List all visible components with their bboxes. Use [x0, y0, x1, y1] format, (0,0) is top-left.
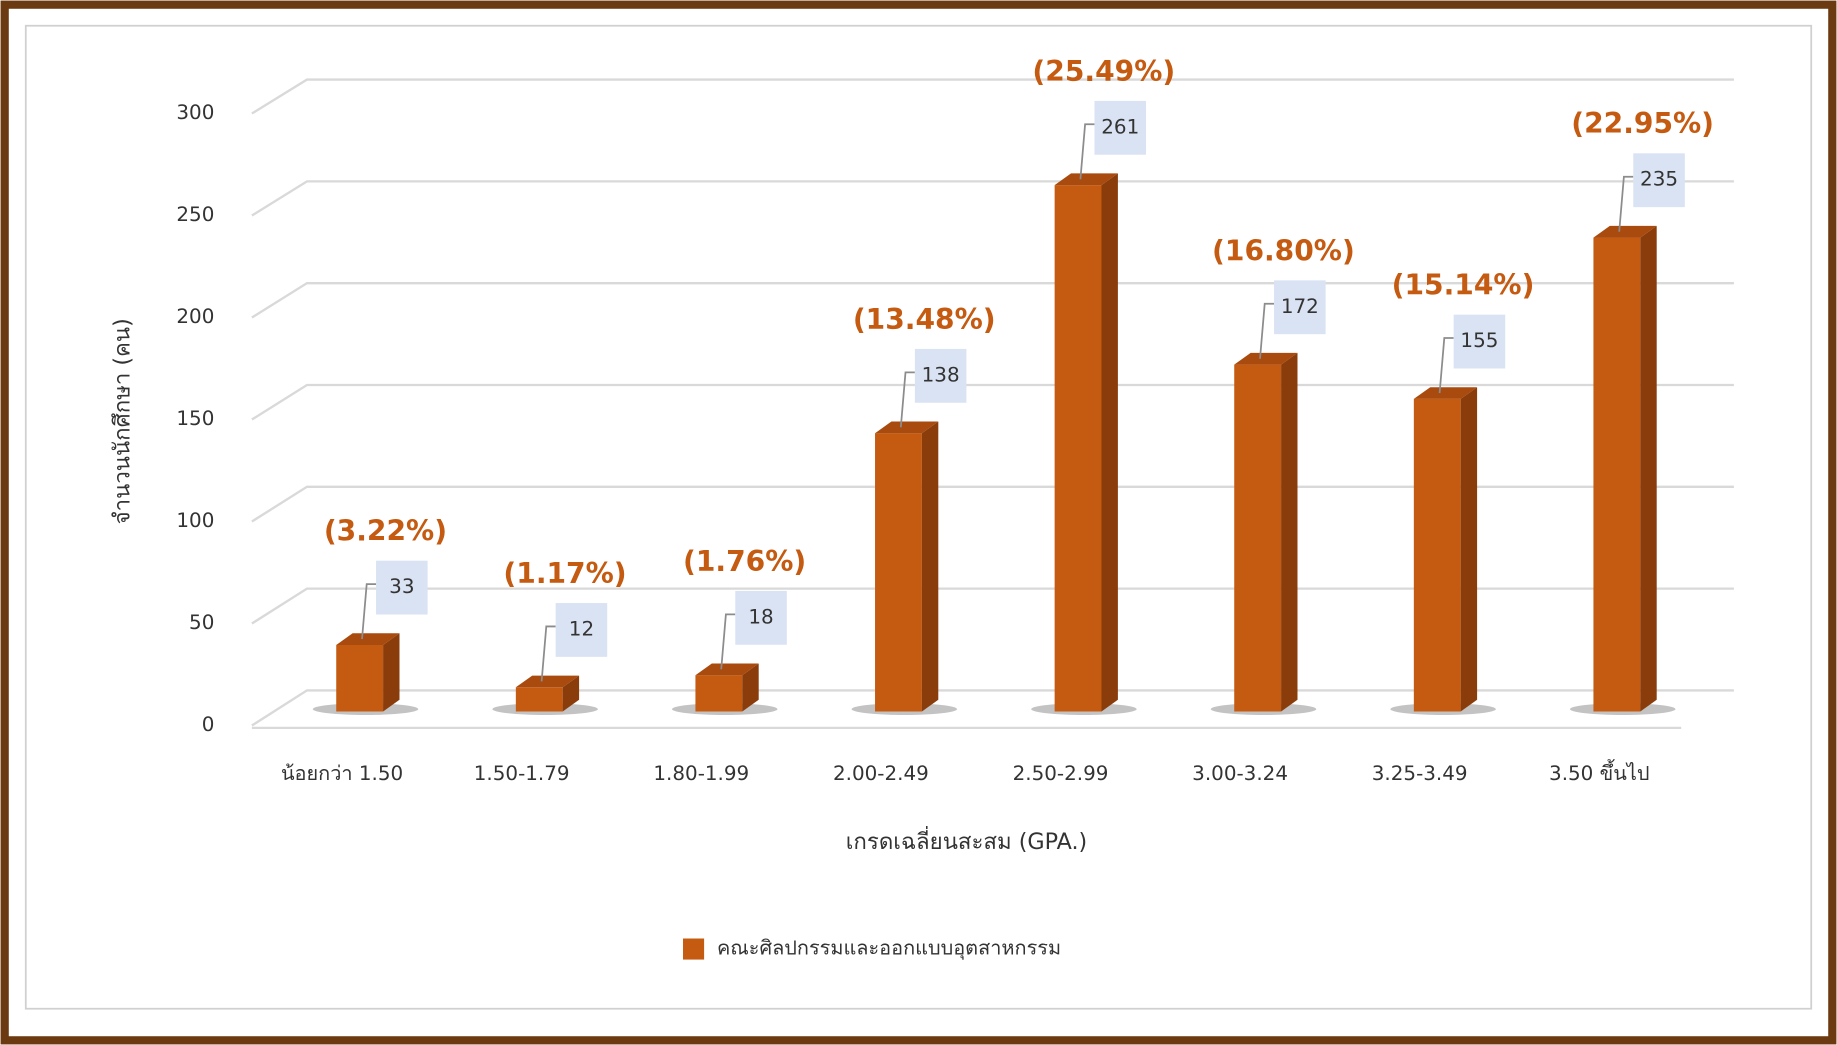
bar: [336, 644, 384, 712]
value-label-box: [1094, 100, 1147, 155]
bar-top: [336, 633, 400, 645]
bar: [1413, 398, 1461, 712]
bar-side: [921, 421, 939, 712]
callout-line: [1438, 337, 1454, 394]
percent-label: (13.48%): [853, 303, 996, 336]
x-tick-label: 1.80-1.99: [653, 762, 749, 785]
percent-label: (3.22%): [324, 515, 447, 548]
y-tick-label: 200: [176, 305, 214, 328]
legend-label: คณะศิลปกรรมและออกแบบอุตสาหกรรม: [717, 937, 1061, 961]
bar-side: [562, 675, 580, 712]
x-tick-label: 2.50-2.99: [1013, 762, 1109, 785]
bar: [875, 433, 922, 712]
bar: [1054, 185, 1102, 712]
bar-side: [1460, 387, 1478, 712]
x-tick-label: 1.50-1.79: [474, 762, 570, 785]
percent-label: (1.76%): [683, 545, 806, 578]
bar-side: [1640, 225, 1657, 712]
y-tick-label: 150: [176, 407, 214, 430]
bar-top: [1413, 387, 1478, 399]
percent-label: (25.49%): [1032, 55, 1175, 88]
bar-side: [742, 663, 759, 712]
bar-side: [1101, 173, 1118, 712]
y-tick-label: 50: [189, 611, 214, 634]
x-tick-label: น้อยกว่า 1.50: [281, 762, 403, 785]
callout-line: [720, 613, 736, 670]
callout-line: [540, 625, 556, 682]
bar-top: [1234, 352, 1298, 365]
value-label-box: [914, 348, 967, 403]
bar-top: [875, 421, 939, 434]
bar: [695, 675, 743, 712]
value-label-box: [555, 603, 608, 657]
bar-top: [515, 675, 580, 688]
bar-top: [695, 663, 759, 676]
value-label: 33: [389, 575, 414, 598]
value-label-box: [735, 590, 787, 645]
grid-line: [251, 78, 1734, 115]
bar-top: [1054, 173, 1118, 186]
y-axis-title: จำนวนนักศึกษา (คน): [110, 318, 136, 524]
value-label: 261: [1101, 115, 1139, 138]
value-label-box: [1633, 153, 1685, 208]
x-tick-label: 3.25-3.49: [1372, 762, 1468, 785]
value-label-box: [1453, 314, 1506, 369]
bar: [1234, 364, 1282, 712]
bar: [1593, 237, 1641, 712]
callout-line: [361, 583, 377, 640]
y-tick-label: 300: [176, 101, 214, 124]
value-label: 12: [569, 617, 594, 640]
x-tick-label: 2.00-2.49: [833, 762, 929, 785]
bar-side: [383, 633, 400, 712]
percent-label: (15.14%): [1392, 269, 1535, 302]
bar-top: [1593, 225, 1657, 238]
y-tick-label: 100: [176, 509, 214, 532]
bar-side: [1281, 352, 1298, 712]
callout-line: [899, 371, 915, 428]
value-label-box: [1274, 280, 1326, 335]
value-label: 155: [1460, 329, 1498, 352]
callout-line: [1618, 175, 1634, 232]
percent-label: (1.17%): [503, 557, 626, 590]
percent-label: (16.80%): [1212, 234, 1355, 267]
value-label-box: [376, 560, 428, 615]
y-tick-label: 250: [176, 203, 214, 226]
value-label: 18: [748, 605, 773, 628]
grid-line: [251, 180, 1734, 217]
bar: [515, 687, 563, 712]
grid-line: [251, 282, 1734, 319]
x-axis-title: เกรดเฉลี่ยนสะสม (GPA.): [846, 826, 1087, 855]
callout-line: [1079, 123, 1095, 180]
callout-line: [1259, 302, 1275, 359]
value-label: 235: [1640, 168, 1678, 191]
x-tick-label: 3.50 ขึ้นไป: [1549, 759, 1649, 785]
legend-swatch: [683, 938, 705, 960]
x-tick-label: 3.00-3.24: [1192, 762, 1288, 785]
value-label: 172: [1281, 295, 1319, 318]
percent-label: (22.95%): [1571, 107, 1714, 140]
y-tick-label: 0: [202, 713, 215, 736]
value-label: 138: [922, 363, 960, 386]
